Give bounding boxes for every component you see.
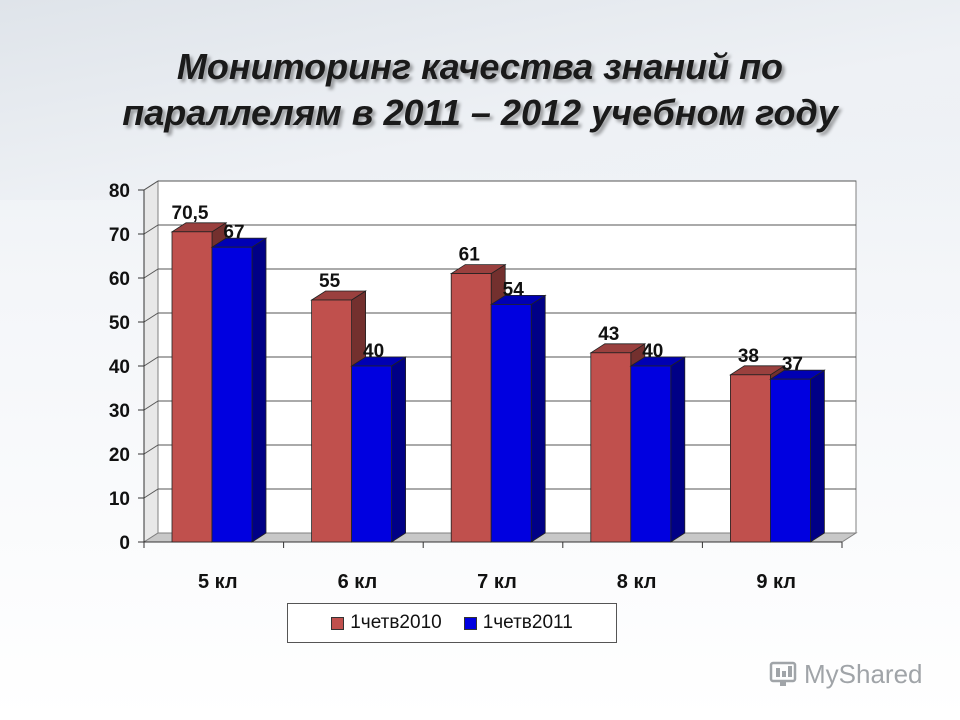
bar-2-2	[351, 365, 393, 543]
y-tick-label: 30	[109, 401, 130, 422]
data-label: 40	[642, 341, 663, 362]
x-tick-label: 9 кл	[756, 571, 796, 593]
bar-side	[810, 369, 825, 543]
watermark: MyShared	[768, 656, 923, 692]
bar-1-5	[730, 374, 771, 543]
y-tick-label: 40	[109, 357, 130, 378]
bar-2-3	[490, 303, 532, 543]
bar-2-4	[630, 365, 672, 543]
data-label: 67	[223, 222, 244, 243]
y-tick-label: 0	[119, 533, 130, 554]
y-tick-label: 10	[109, 489, 130, 510]
title-line-2: параллелям в 2011 – 2012 учебном году	[122, 92, 838, 133]
data-label: 37	[782, 354, 803, 375]
bar-2-1	[211, 246, 253, 543]
slide-title: Мониторинг качества знаний по параллелям…	[0, 44, 960, 136]
x-tick-label: 8 кл	[617, 571, 657, 593]
legend-label-series-1: 1четв2010	[350, 612, 442, 633]
slide-background-band	[0, 0, 960, 200]
legend-swatch-series-1	[331, 616, 345, 630]
gridline-side	[143, 224, 159, 235]
gridline-side	[143, 400, 159, 411]
bar-1-2	[311, 299, 353, 543]
title-line-1: Мониторинг качества знаний по	[176, 46, 784, 87]
data-label: 61	[459, 245, 481, 266]
gridline-side	[143, 180, 159, 191]
bar-side	[670, 356, 686, 543]
bar-side	[391, 356, 407, 543]
x-tick-label: 5 кл	[198, 571, 238, 593]
bar-side	[251, 237, 267, 543]
bar-1-4	[590, 352, 632, 543]
y-tick-label: 20	[109, 445, 130, 466]
bar-1-1	[171, 231, 213, 543]
x-tick-label: 6 кл	[338, 571, 378, 593]
y-tick-label: 60	[109, 269, 130, 290]
bar-side	[530, 294, 546, 543]
legend-label-series-2: 1четв2011	[482, 612, 573, 633]
y-tick-label: 70	[109, 225, 130, 246]
data-label: 43	[598, 324, 619, 345]
gridline-side	[143, 268, 159, 279]
gridline-side	[143, 356, 159, 367]
data-label: 70,5	[172, 203, 209, 224]
myshared-logo-icon	[769, 661, 797, 686]
bar-1-3	[450, 273, 492, 543]
gridline-side	[143, 312, 159, 323]
data-label: 38	[738, 346, 759, 367]
watermark-text: MyShared	[804, 658, 923, 689]
gridline-side	[143, 444, 159, 455]
y-tick-label: 50	[109, 313, 130, 334]
legend-item-series-2: 1четв2011	[463, 612, 573, 634]
data-label: 40	[363, 341, 384, 362]
legend-swatch-series-2	[463, 616, 477, 630]
gridline-side	[143, 488, 159, 499]
bar-2-5	[770, 378, 811, 543]
data-label: 54	[503, 279, 525, 300]
data-label: 55	[319, 271, 341, 292]
chart-legend: 1четв2010 1четв2011	[287, 603, 617, 643]
legend-item-series-1: 1четв2010	[331, 612, 442, 634]
x-tick-label: 7 кл	[477, 571, 517, 593]
y-tick-label: 80	[109, 181, 130, 202]
